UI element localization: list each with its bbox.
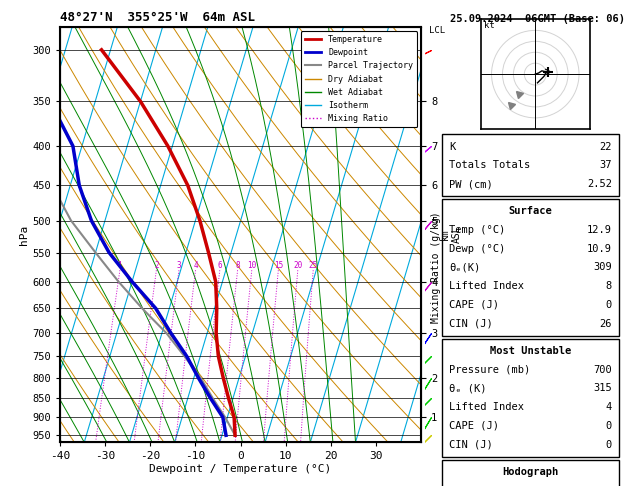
Text: 4: 4 (193, 261, 198, 270)
Y-axis label: km
ASL: km ASL (440, 226, 462, 243)
Text: θₑ(K): θₑ(K) (449, 262, 481, 273)
Y-axis label: hPa: hPa (19, 225, 29, 244)
Text: CIN (J): CIN (J) (449, 440, 493, 450)
Text: Mixing Ratio (g/kg): Mixing Ratio (g/kg) (431, 211, 441, 323)
Legend: Temperature, Dewpoint, Parcel Trajectory, Dry Adiabat, Wet Adiabat, Isotherm, Mi: Temperature, Dewpoint, Parcel Trajectory… (301, 31, 417, 127)
Text: CAPE (J): CAPE (J) (449, 421, 499, 431)
Text: 25: 25 (309, 261, 318, 270)
Text: 1: 1 (118, 261, 122, 270)
Text: Totals Totals: Totals Totals (449, 160, 531, 170)
Text: 15: 15 (274, 261, 283, 270)
Text: Pressure (mb): Pressure (mb) (449, 364, 531, 375)
Text: 0: 0 (606, 421, 612, 431)
Text: 2.52: 2.52 (587, 179, 612, 189)
Text: 309: 309 (593, 262, 612, 273)
Text: Surface: Surface (509, 206, 552, 216)
Text: 4: 4 (606, 402, 612, 412)
Text: 0: 0 (606, 300, 612, 310)
Text: 12.9: 12.9 (587, 225, 612, 235)
Text: 22: 22 (599, 141, 612, 152)
Text: kt: kt (484, 21, 494, 30)
Text: 6: 6 (218, 261, 222, 270)
Text: 20: 20 (293, 261, 303, 270)
Text: Dewp (°C): Dewp (°C) (449, 243, 506, 254)
Text: 315: 315 (593, 383, 612, 393)
Text: 0: 0 (606, 440, 612, 450)
Text: 8: 8 (606, 281, 612, 291)
Bar (442, 460, 619, 486)
Text: Lifted Index: Lifted Index (449, 281, 525, 291)
Text: CIN (J): CIN (J) (449, 319, 493, 329)
Text: 26: 26 (599, 319, 612, 329)
Text: 10: 10 (247, 261, 257, 270)
Text: 8: 8 (235, 261, 240, 270)
Text: PW (cm): PW (cm) (449, 179, 493, 189)
Text: LCL: LCL (429, 26, 445, 35)
Text: 25.09.2024  06GMT (Base: 06): 25.09.2024 06GMT (Base: 06) (450, 14, 625, 24)
Text: Hodograph: Hodograph (503, 467, 559, 477)
X-axis label: Dewpoint / Temperature (°C): Dewpoint / Temperature (°C) (150, 464, 331, 474)
Text: K: K (449, 141, 455, 152)
Bar (442, 134, 619, 196)
Text: 48°27'N  355°25'W  64m ASL: 48°27'N 355°25'W 64m ASL (60, 11, 255, 24)
Bar (442, 339, 619, 457)
Text: Most Unstable: Most Unstable (490, 346, 571, 356)
Text: 37: 37 (599, 160, 612, 170)
Text: θₑ (K): θₑ (K) (449, 383, 487, 393)
Text: Temp (°C): Temp (°C) (449, 225, 506, 235)
Bar (442, 199, 619, 336)
Text: 3: 3 (177, 261, 181, 270)
Text: 2: 2 (154, 261, 159, 270)
Text: CAPE (J): CAPE (J) (449, 300, 499, 310)
Text: Lifted Index: Lifted Index (449, 402, 525, 412)
Text: 10.9: 10.9 (587, 243, 612, 254)
Text: 700: 700 (593, 364, 612, 375)
